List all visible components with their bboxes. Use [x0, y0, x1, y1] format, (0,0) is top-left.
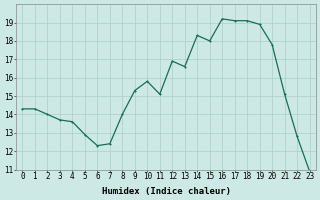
X-axis label: Humidex (Indice chaleur): Humidex (Indice chaleur) [101, 187, 230, 196]
